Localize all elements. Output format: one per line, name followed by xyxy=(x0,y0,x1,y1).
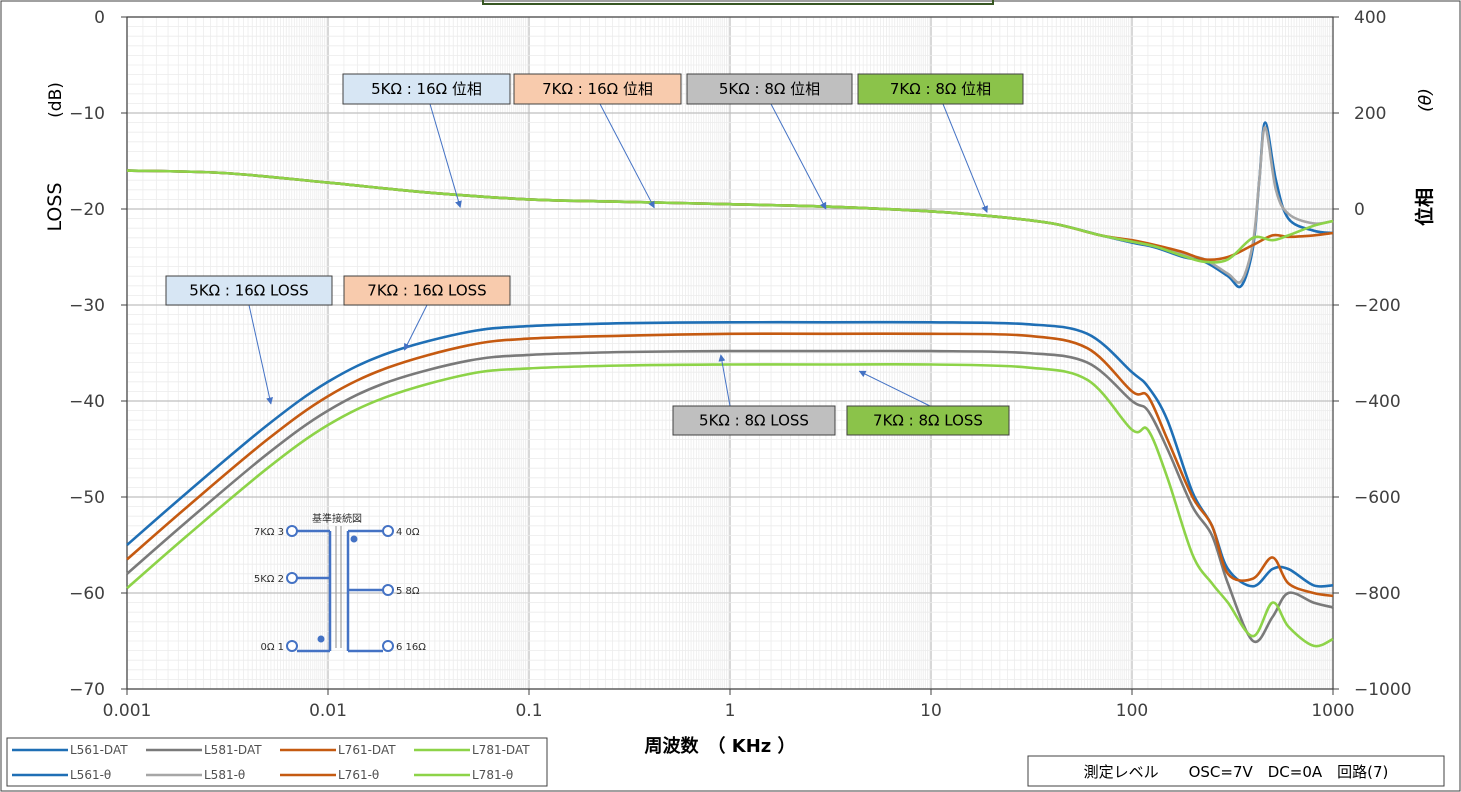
x-tick-label: 10 xyxy=(920,701,942,721)
x-tick-label: 1 xyxy=(725,701,736,721)
annotation-box xyxy=(672,405,836,436)
info-box xyxy=(1027,755,1445,787)
series-line-L581-DAT xyxy=(126,349,1334,644)
legend-item-label: L781-DAT xyxy=(472,743,530,757)
grid xyxy=(126,16,1333,690)
y-left-tick-label: −30 xyxy=(69,296,105,316)
annotation-box xyxy=(513,73,682,105)
diagram-left-terminal-label: 0Ω 1 xyxy=(260,642,284,653)
x-tick-label: 0.001 xyxy=(103,701,152,721)
y-left-tick-label: −20 xyxy=(69,200,105,220)
annotation-label: 5KΩ : 16Ω LOSS xyxy=(189,282,308,300)
annotation-label: 5KΩ : 16Ω 位相 xyxy=(371,80,482,98)
series-line-L761-DAT xyxy=(126,332,1334,598)
annotation-label: 5KΩ : 8Ω LOSS xyxy=(699,412,809,430)
y-right-tick-label: −1000 xyxy=(1354,680,1412,700)
diagram-right-terminal-label: 6 16Ω xyxy=(396,642,426,653)
terminal-circle xyxy=(382,584,394,596)
diagram-left-terminal-label: 7KΩ 3 xyxy=(254,527,284,538)
diagram-right-terminal-label: 4 0Ω xyxy=(396,527,420,538)
annotation-box xyxy=(342,73,511,105)
terminal-circle xyxy=(382,640,394,652)
annotation-box xyxy=(686,73,853,105)
y-axis-right-label: 位相 xyxy=(1413,188,1436,226)
y-right-tick-label: −800 xyxy=(1354,584,1401,604)
legend-item-label: L781-θ xyxy=(472,768,513,782)
y-left-tick-label: −70 xyxy=(69,680,105,700)
y-left-tick-label: −40 xyxy=(69,392,105,412)
connection-diagram: 基準接続図 7KΩ 3 5KΩ 2 0Ω 1 4 0Ω 5 8Ω 6 16Ω xyxy=(254,512,426,653)
annotation-label: 7KΩ : 8Ω LOSS xyxy=(873,412,983,430)
x-tick-label: 0.01 xyxy=(309,701,347,721)
annotation-arrow xyxy=(718,354,731,407)
y-axis-left-label: LOSS xyxy=(44,183,66,232)
annotation-arrow xyxy=(942,103,988,214)
annotation-box xyxy=(857,73,1024,105)
y-right-tick-label: −200 xyxy=(1354,296,1401,316)
annotation-label: 5KΩ : 8Ω 位相 xyxy=(719,80,820,98)
terminal-circle xyxy=(286,572,298,584)
diagram-right-terminal-label: 5 8Ω xyxy=(396,586,420,597)
annotation-label: 7KΩ : 8Ω 位相 xyxy=(890,80,991,98)
y-right-tick-label: 0 xyxy=(1354,200,1365,220)
y-right-tick-label: −400 xyxy=(1354,392,1401,412)
legend-item-label: L561-DAT xyxy=(70,743,128,757)
y-right-tick-label: 200 xyxy=(1354,104,1386,124)
x-tick-label: 1000 xyxy=(1311,701,1354,721)
legend-item-label: L581-DAT xyxy=(204,743,262,757)
polarity-dot xyxy=(350,535,358,543)
legend-item-label: L761-DAT xyxy=(338,743,396,757)
polarity-dot xyxy=(317,635,325,643)
legend-item-label: L761-θ xyxy=(338,768,379,782)
y-left-tick-label: −60 xyxy=(69,584,105,604)
y-axis-left-unit: (dB) xyxy=(46,82,66,118)
y-left-tick-label: −50 xyxy=(69,488,105,508)
info-box-text: 測定レベル OSC=7V DC=0A 回路(7) xyxy=(1084,763,1389,781)
annotation-box xyxy=(343,275,511,306)
annotation-arrow xyxy=(770,103,827,210)
annotation-label: 7KΩ : 16Ω 位相 xyxy=(542,80,653,98)
annotation-arrow xyxy=(858,370,931,407)
y-left-tick-label: 0 xyxy=(94,8,105,28)
annotation-label: 7KΩ : 16Ω LOSS xyxy=(367,282,486,300)
terminal-circle xyxy=(382,525,394,537)
diagram-left-terminal-label: 5KΩ 2 xyxy=(254,574,284,585)
x-tick-label: 100 xyxy=(1116,701,1148,721)
y-axis-right-unit: (θ) xyxy=(1416,88,1436,112)
y-right-tick-label: −600 xyxy=(1354,488,1401,508)
annotation-arrow xyxy=(599,103,655,209)
diagram-title: 基準接続図 xyxy=(312,512,362,525)
x-tick-label: 0.1 xyxy=(515,701,542,721)
annotation-arrow xyxy=(403,304,428,351)
series-line-L781-DAT xyxy=(126,362,1334,648)
terminal-circle xyxy=(286,525,298,537)
annotation-arrow xyxy=(248,304,273,405)
annotation-box xyxy=(165,275,333,306)
legend: L561-DAT L581-DAT L761-DAT L781-DAT L561-θ L5… xyxy=(6,737,548,787)
series-line-L781-θ xyxy=(126,169,1334,264)
y-left-tick-label: −10 xyxy=(69,104,105,124)
title-box xyxy=(482,0,994,5)
annotation-box xyxy=(846,405,1010,436)
terminal-circle xyxy=(286,640,298,652)
x-axis-label: 周波数 （ KHz ） xyxy=(644,735,795,757)
annotation-arrow xyxy=(429,103,462,208)
legend-item-label: L561-θ xyxy=(70,768,111,782)
legend-item-label: L581-θ xyxy=(204,768,245,782)
series-line-L561-DAT xyxy=(126,320,1334,588)
y-right-tick-label: 400 xyxy=(1354,8,1386,28)
